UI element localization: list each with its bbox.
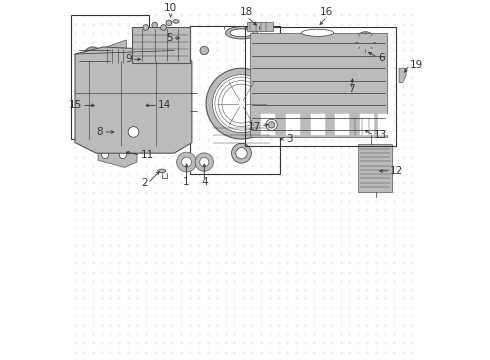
Text: 11: 11 xyxy=(141,150,154,160)
Bar xyxy=(261,114,275,135)
Text: 10: 10 xyxy=(164,3,177,13)
Circle shape xyxy=(180,39,186,45)
Circle shape xyxy=(113,123,119,130)
Circle shape xyxy=(177,35,190,48)
Polygon shape xyxy=(399,68,406,82)
Circle shape xyxy=(269,122,275,128)
Bar xyxy=(72,15,149,139)
Ellipse shape xyxy=(99,106,119,112)
Ellipse shape xyxy=(302,29,334,36)
Circle shape xyxy=(177,152,196,172)
Text: 1: 1 xyxy=(183,176,190,186)
Circle shape xyxy=(200,46,209,55)
Text: 9: 9 xyxy=(125,54,132,64)
Text: 5: 5 xyxy=(166,33,172,43)
Bar xyxy=(247,22,273,31)
Polygon shape xyxy=(348,118,376,135)
Circle shape xyxy=(161,24,167,30)
Circle shape xyxy=(360,36,371,47)
Ellipse shape xyxy=(342,78,365,86)
Circle shape xyxy=(128,127,139,137)
Circle shape xyxy=(232,143,251,163)
Circle shape xyxy=(356,32,375,51)
Text: 17: 17 xyxy=(247,122,261,132)
Ellipse shape xyxy=(225,27,257,39)
Circle shape xyxy=(206,68,277,139)
Text: 3: 3 xyxy=(286,134,293,144)
Bar xyxy=(245,27,395,146)
Circle shape xyxy=(266,46,274,55)
Bar xyxy=(311,114,325,135)
Circle shape xyxy=(96,122,104,131)
Polygon shape xyxy=(101,40,126,72)
Ellipse shape xyxy=(344,67,362,73)
Bar xyxy=(87,79,142,134)
Bar xyxy=(360,114,374,135)
Text: 2: 2 xyxy=(141,178,147,188)
Circle shape xyxy=(166,20,172,26)
Ellipse shape xyxy=(342,66,365,74)
Bar xyxy=(132,27,190,63)
Text: 4: 4 xyxy=(201,176,208,186)
Text: 6: 6 xyxy=(378,53,385,63)
Circle shape xyxy=(182,157,192,167)
Text: 7: 7 xyxy=(348,85,355,94)
Text: 18: 18 xyxy=(240,7,253,17)
Bar xyxy=(335,114,349,135)
Bar xyxy=(99,95,119,109)
Circle shape xyxy=(199,157,209,167)
Text: 15: 15 xyxy=(69,100,82,111)
Text: 13: 13 xyxy=(374,130,388,140)
Circle shape xyxy=(266,119,277,131)
Bar xyxy=(378,114,392,135)
Polygon shape xyxy=(250,33,387,137)
Circle shape xyxy=(236,148,247,159)
Circle shape xyxy=(89,51,97,60)
Text: 16: 16 xyxy=(320,7,333,17)
Circle shape xyxy=(98,124,102,129)
Text: 14: 14 xyxy=(158,100,172,111)
Bar xyxy=(286,114,300,135)
Text: 12: 12 xyxy=(390,166,403,176)
Circle shape xyxy=(195,153,214,171)
Text: 19: 19 xyxy=(410,60,423,70)
Circle shape xyxy=(152,22,157,28)
Circle shape xyxy=(84,47,101,65)
Circle shape xyxy=(213,75,270,133)
Ellipse shape xyxy=(230,29,253,37)
Ellipse shape xyxy=(173,20,179,23)
Polygon shape xyxy=(98,146,137,167)
Text: 8: 8 xyxy=(97,127,103,137)
Ellipse shape xyxy=(344,80,362,85)
Bar xyxy=(358,144,392,192)
Bar xyxy=(190,26,280,175)
Circle shape xyxy=(119,152,126,158)
Circle shape xyxy=(143,24,148,30)
Ellipse shape xyxy=(158,169,166,173)
Circle shape xyxy=(101,152,109,158)
Polygon shape xyxy=(75,47,192,153)
Ellipse shape xyxy=(99,90,119,99)
